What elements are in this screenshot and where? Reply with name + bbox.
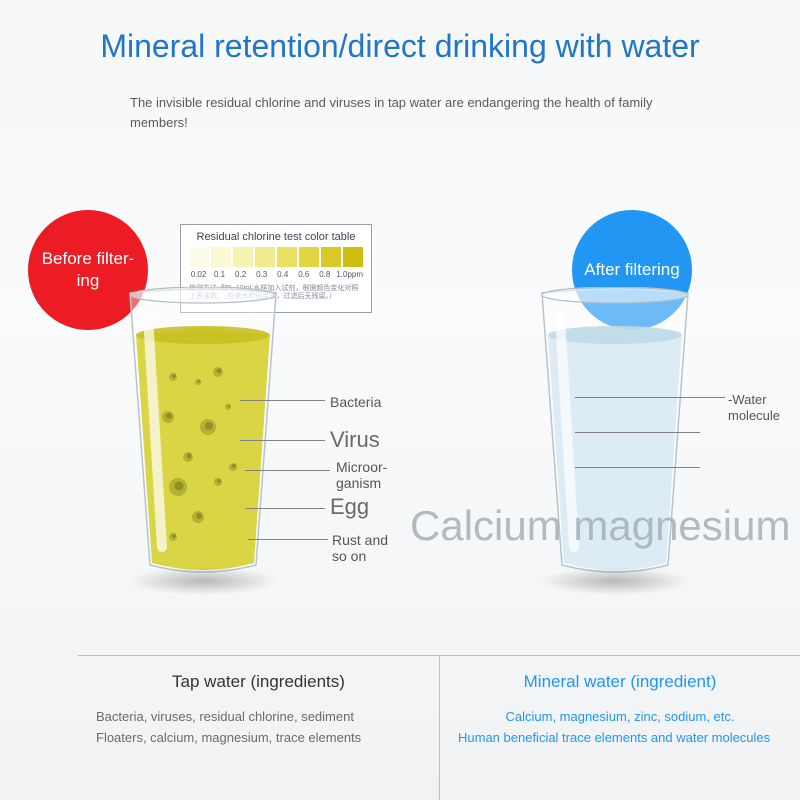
- chlorine-test-title: Residual chlorine test color table: [189, 231, 363, 243]
- chlorine-swatch-label: 1.0ppm: [336, 270, 363, 279]
- callout-line: [575, 397, 725, 398]
- chlorine-swatch: [211, 247, 231, 267]
- tap-water-row: Bacteria, viruses, residual chlorine, se…: [96, 706, 421, 727]
- tap-water-head: Tap water (ingredients): [96, 668, 421, 696]
- mineral-water-row: Calcium, magnesium, zinc, sodium, etc.: [458, 706, 782, 727]
- chlorine-swatch: [299, 247, 319, 267]
- contaminant-label: Egg: [330, 494, 369, 520]
- tap-water-column: Tap water (ingredients) Bacteria, viruse…: [78, 655, 440, 800]
- callout-line: [245, 508, 325, 509]
- chlorine-swatch-label: 0.1: [210, 270, 229, 279]
- callout-line: [248, 539, 328, 540]
- comparison-panel: Before filter- ing Residual chlorine tes…: [0, 172, 800, 632]
- contaminant-label: Microor- ganism: [336, 459, 387, 491]
- water-molecule-label: -Water molecule: [728, 392, 780, 425]
- subtitle-text: The invisible residual chlorine and viru…: [130, 93, 670, 132]
- callout-line: [240, 440, 325, 441]
- chlorine-swatch-label: 0.8: [315, 270, 334, 279]
- ingredients-table: Tap water (ingredients) Bacteria, viruse…: [78, 655, 800, 800]
- contaminant-label: Virus: [330, 427, 380, 453]
- chlorine-swatch-label: 0.2: [231, 270, 250, 279]
- chlorine-swatch: [321, 247, 341, 267]
- glass-shadow: [128, 567, 278, 595]
- callout-line: [575, 432, 700, 433]
- before-glass: [118, 287, 288, 577]
- contaminant-label: Rust and so on: [332, 532, 388, 564]
- chlorine-swatch-label: 0.3: [252, 270, 271, 279]
- contaminant-label: Bacteria: [330, 394, 381, 410]
- mineral-water-head: Mineral water (ingredient): [458, 668, 782, 696]
- page-title: Mineral retention/direct drinking with w…: [0, 0, 800, 65]
- glass-shadow: [540, 567, 690, 595]
- chlorine-swatch-label: 0.02: [189, 270, 208, 279]
- chlorine-swatch-label: 0.4: [273, 270, 292, 279]
- chlorine-swatch: [343, 247, 363, 267]
- calcium-magnesium-watermark: Calcium magnesium: [410, 502, 790, 550]
- callout-line: [240, 400, 325, 401]
- mineral-water-column: Mineral water (ingredient) Calcium, magn…: [440, 655, 800, 800]
- chlorine-swatch-labels: 0.020.10.20.30.40.60.81.0ppm: [189, 270, 363, 279]
- callout-line: [245, 470, 330, 471]
- chlorine-swatches: [189, 247, 363, 267]
- chlorine-swatch: [233, 247, 253, 267]
- mineral-water-row: Human beneficial trace elements and wate…: [458, 727, 782, 748]
- tap-water-row: Floaters, calcium, magnesium, trace elem…: [96, 727, 421, 748]
- chlorine-swatch: [277, 247, 297, 267]
- chlorine-swatch: [255, 247, 275, 267]
- chlorine-swatch-label: 0.6: [294, 270, 313, 279]
- chlorine-swatch: [189, 247, 209, 267]
- callout-line: [575, 467, 700, 468]
